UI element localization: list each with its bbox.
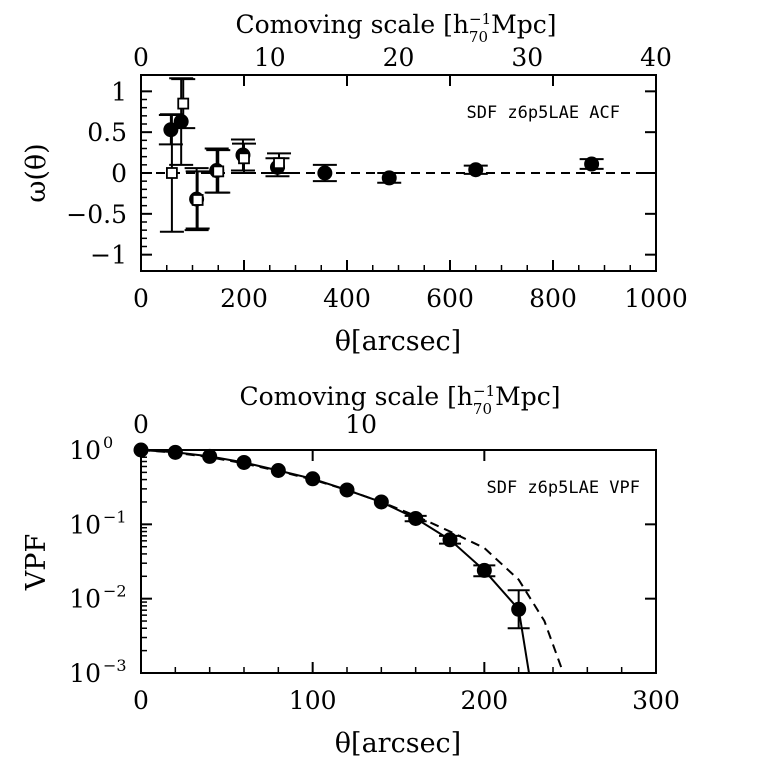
acf-x-tick-label: 400: [323, 284, 371, 313]
vpf-point-circle: [270, 462, 286, 478]
vpf-top-axis-title: Comoving scale [h70−1Mpc]: [239, 382, 560, 418]
vpf-plot-frame: [140, 449, 657, 674]
vpf-x-axis-title: θ[arcsec]: [335, 728, 461, 759]
vpf-y-axis-title: VPF: [21, 534, 52, 591]
vpf-panel: Comoving scale [h70−1Mpc] 0 10 0 100 200 300…: [21, 382, 680, 759]
vpf-top-tick-labels: 0 10: [133, 410, 377, 439]
acf-x-tick-label: 600: [426, 284, 474, 313]
acf-point-square: [212, 165, 225, 178]
acf-axis-ticks: [140, 75, 657, 271]
acf-y-tick-label: 0: [111, 159, 127, 188]
acf-y-axis-title: ω(θ): [21, 143, 52, 202]
acf-point-square: [273, 157, 285, 170]
vpf-point-circle: [202, 448, 218, 464]
vpf-y-tick-exponent: −1: [103, 507, 127, 526]
acf-y-tick-label: −1: [90, 241, 127, 270]
acf-point-circle: [468, 162, 484, 178]
vpf-point-circle: [133, 442, 149, 458]
vpf-point-circle: [476, 562, 492, 578]
vpf-x-tick-label: 100: [289, 686, 337, 715]
vpf-panel-label: SDF z6p5LAE VPF: [486, 478, 640, 498]
acf-x-tick-label: 1000: [624, 284, 688, 313]
acf-point-square: [191, 194, 204, 206]
vpf-x-tick-label: 0: [133, 686, 149, 715]
acf-top-axis-title: Comoving scale [h70−1Mpc]: [235, 10, 556, 46]
acf-x-tick-label: 200: [220, 284, 268, 313]
acf-y-tick-label: −0.5: [66, 200, 127, 229]
acf-y-tick-label: 1: [111, 77, 127, 106]
acf-x-axis-title: θ[arcsec]: [335, 326, 461, 357]
acf-top-tick-label: 30: [511, 43, 543, 72]
acf-point-square: [177, 97, 190, 110]
vpf-point-circle: [373, 494, 389, 510]
vpf-y-tick-label: 10: [69, 436, 101, 465]
vpf-x-tick-labels: 0 100 200 300: [133, 686, 680, 715]
vpf-data-points: [133, 442, 530, 630]
acf-x-tick-label: 800: [529, 284, 577, 313]
vpf-y-tick-label: 10: [69, 510, 101, 539]
vpf-y-tick-label: 10: [69, 659, 101, 688]
vpf-x-tick-label: 300: [632, 686, 680, 715]
vpf-point-circle: [339, 482, 355, 498]
vpf-y-tick-exponent: −2: [103, 582, 127, 601]
acf-point-square: [165, 167, 178, 179]
acf-top-tick-label: 10: [254, 43, 286, 72]
acf-top-tick-label: 40: [640, 43, 672, 72]
acf-data-points: [158, 77, 604, 233]
acf-top-tick-labels: 0 10 20 30 40: [133, 43, 672, 72]
vpf-dashed-curve: [140, 449, 565, 674]
vpf-point-circle: [408, 510, 424, 526]
acf-top-tick-label: 20: [383, 43, 415, 72]
vpf-point-circle: [305, 471, 321, 487]
vpf-top-tick-label: 10: [345, 410, 377, 439]
vpf-x-tick-label: 200: [460, 686, 508, 715]
acf-point-circle: [163, 122, 179, 138]
acf-point-circle: [317, 165, 333, 181]
vpf-point-circle: [167, 444, 183, 460]
acf-point-circle: [381, 170, 397, 186]
acf-x-tick-labels: 0 200 400 600 800 1000: [133, 284, 688, 313]
acf-y-tick-label: 0.5: [87, 118, 127, 147]
vpf-point-circle: [236, 454, 252, 470]
vpf-y-tick-label: 10: [69, 585, 101, 614]
acf-panel: Comoving scale [h70−1Mpc] 0 10 20 30 40 0 200…: [21, 10, 688, 357]
acf-point-circle: [584, 156, 600, 172]
acf-top-tick-label: 0: [133, 43, 149, 72]
vpf-top-tick-label: 0: [133, 410, 149, 439]
vpf-point-circle: [442, 532, 458, 548]
vpf-solid-curve: [140, 449, 530, 674]
acf-panel-label: SDF z6p5LAE ACF: [466, 103, 620, 123]
vpf-y-tick-exponent: −3: [103, 656, 127, 675]
vpf-y-tick-exponent: 0: [103, 433, 113, 452]
acf-point-square: [238, 152, 250, 165]
acf-y-tick-labels: −1 −0.5 0 0.5 1: [66, 77, 127, 269]
acf-point-circle: [173, 114, 189, 130]
acf-x-tick-label: 0: [133, 284, 149, 313]
vpf-point-circle: [511, 601, 527, 617]
